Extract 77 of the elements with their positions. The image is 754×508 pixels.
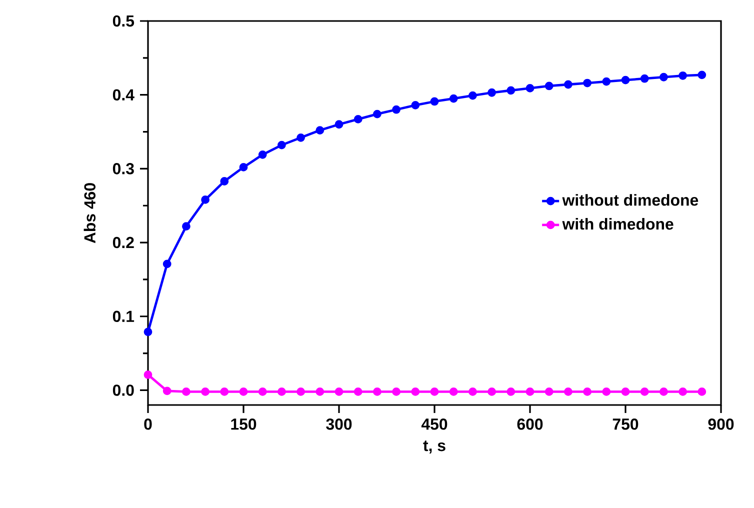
x-tick-label: 450: [421, 418, 448, 430]
point: [144, 328, 152, 336]
legend-label: without dimedone: [562, 194, 698, 206]
point: [506, 86, 516, 95]
point: [201, 388, 210, 396]
point: [564, 388, 572, 396]
point: [678, 388, 688, 396]
point: [278, 388, 286, 396]
point: [316, 126, 324, 134]
y-tick-label: 0.2: [112, 236, 134, 248]
x-tick-label: 900: [708, 418, 734, 430]
point: [526, 388, 534, 396]
point: [602, 77, 611, 86]
point: [583, 388, 592, 396]
point: [354, 115, 362, 124]
x-tick-label: 150: [231, 418, 256, 430]
point: [544, 388, 554, 396]
point: [488, 88, 496, 97]
point: [544, 82, 554, 90]
point: [392, 105, 400, 114]
point: [698, 388, 706, 396]
point: [621, 388, 630, 396]
point: [239, 163, 248, 172]
point: [506, 388, 516, 396]
point: [449, 388, 458, 396]
point: [201, 196, 210, 204]
x-axis-title: t, s: [423, 440, 446, 454]
point: [564, 80, 572, 89]
y-tick-label: 0.5: [112, 15, 134, 27]
point: [640, 388, 649, 396]
point: [144, 370, 152, 379]
y-tick-label: 0.1: [112, 310, 134, 322]
point: [392, 388, 400, 396]
x-tick-label: 600: [517, 418, 543, 430]
point: [296, 133, 305, 142]
point: [334, 120, 344, 129]
point: [373, 388, 382, 396]
point: [526, 84, 534, 92]
point: [411, 388, 420, 396]
point: [660, 72, 668, 82]
point: [698, 70, 706, 80]
point: [468, 91, 477, 100]
point: [621, 76, 630, 84]
point: [373, 110, 382, 118]
legend-label: with dimedone: [562, 218, 674, 230]
point: [316, 388, 324, 396]
point: [354, 388, 362, 396]
point: [182, 388, 190, 396]
x-tick-label: 750: [612, 418, 638, 430]
y-tick-label: 0.0: [112, 384, 134, 396]
point: [640, 74, 649, 83]
point: [258, 388, 267, 396]
y-tick-label: 0.4: [112, 89, 134, 100]
point: [678, 71, 688, 80]
point: [468, 388, 477, 396]
x-tick-label: 300: [326, 418, 352, 430]
point: [220, 177, 229, 186]
y-axis-title: Abs 460: [84, 183, 96, 244]
point: [430, 388, 439, 396]
point: [660, 388, 668, 396]
point: [162, 260, 172, 268]
point: [239, 388, 248, 396]
point: [278, 140, 286, 150]
point: [488, 388, 496, 396]
point: [258, 150, 267, 159]
point: [430, 97, 439, 106]
point: [220, 388, 229, 396]
point: [182, 222, 190, 230]
point: [162, 386, 172, 396]
point: [449, 94, 458, 103]
y-tick-label: 0.3: [112, 163, 134, 174]
x-tick-label: 0: [144, 418, 152, 430]
point: [411, 100, 420, 110]
point: [334, 388, 344, 396]
point: [583, 78, 592, 88]
point: [602, 388, 611, 396]
point: [296, 388, 305, 396]
